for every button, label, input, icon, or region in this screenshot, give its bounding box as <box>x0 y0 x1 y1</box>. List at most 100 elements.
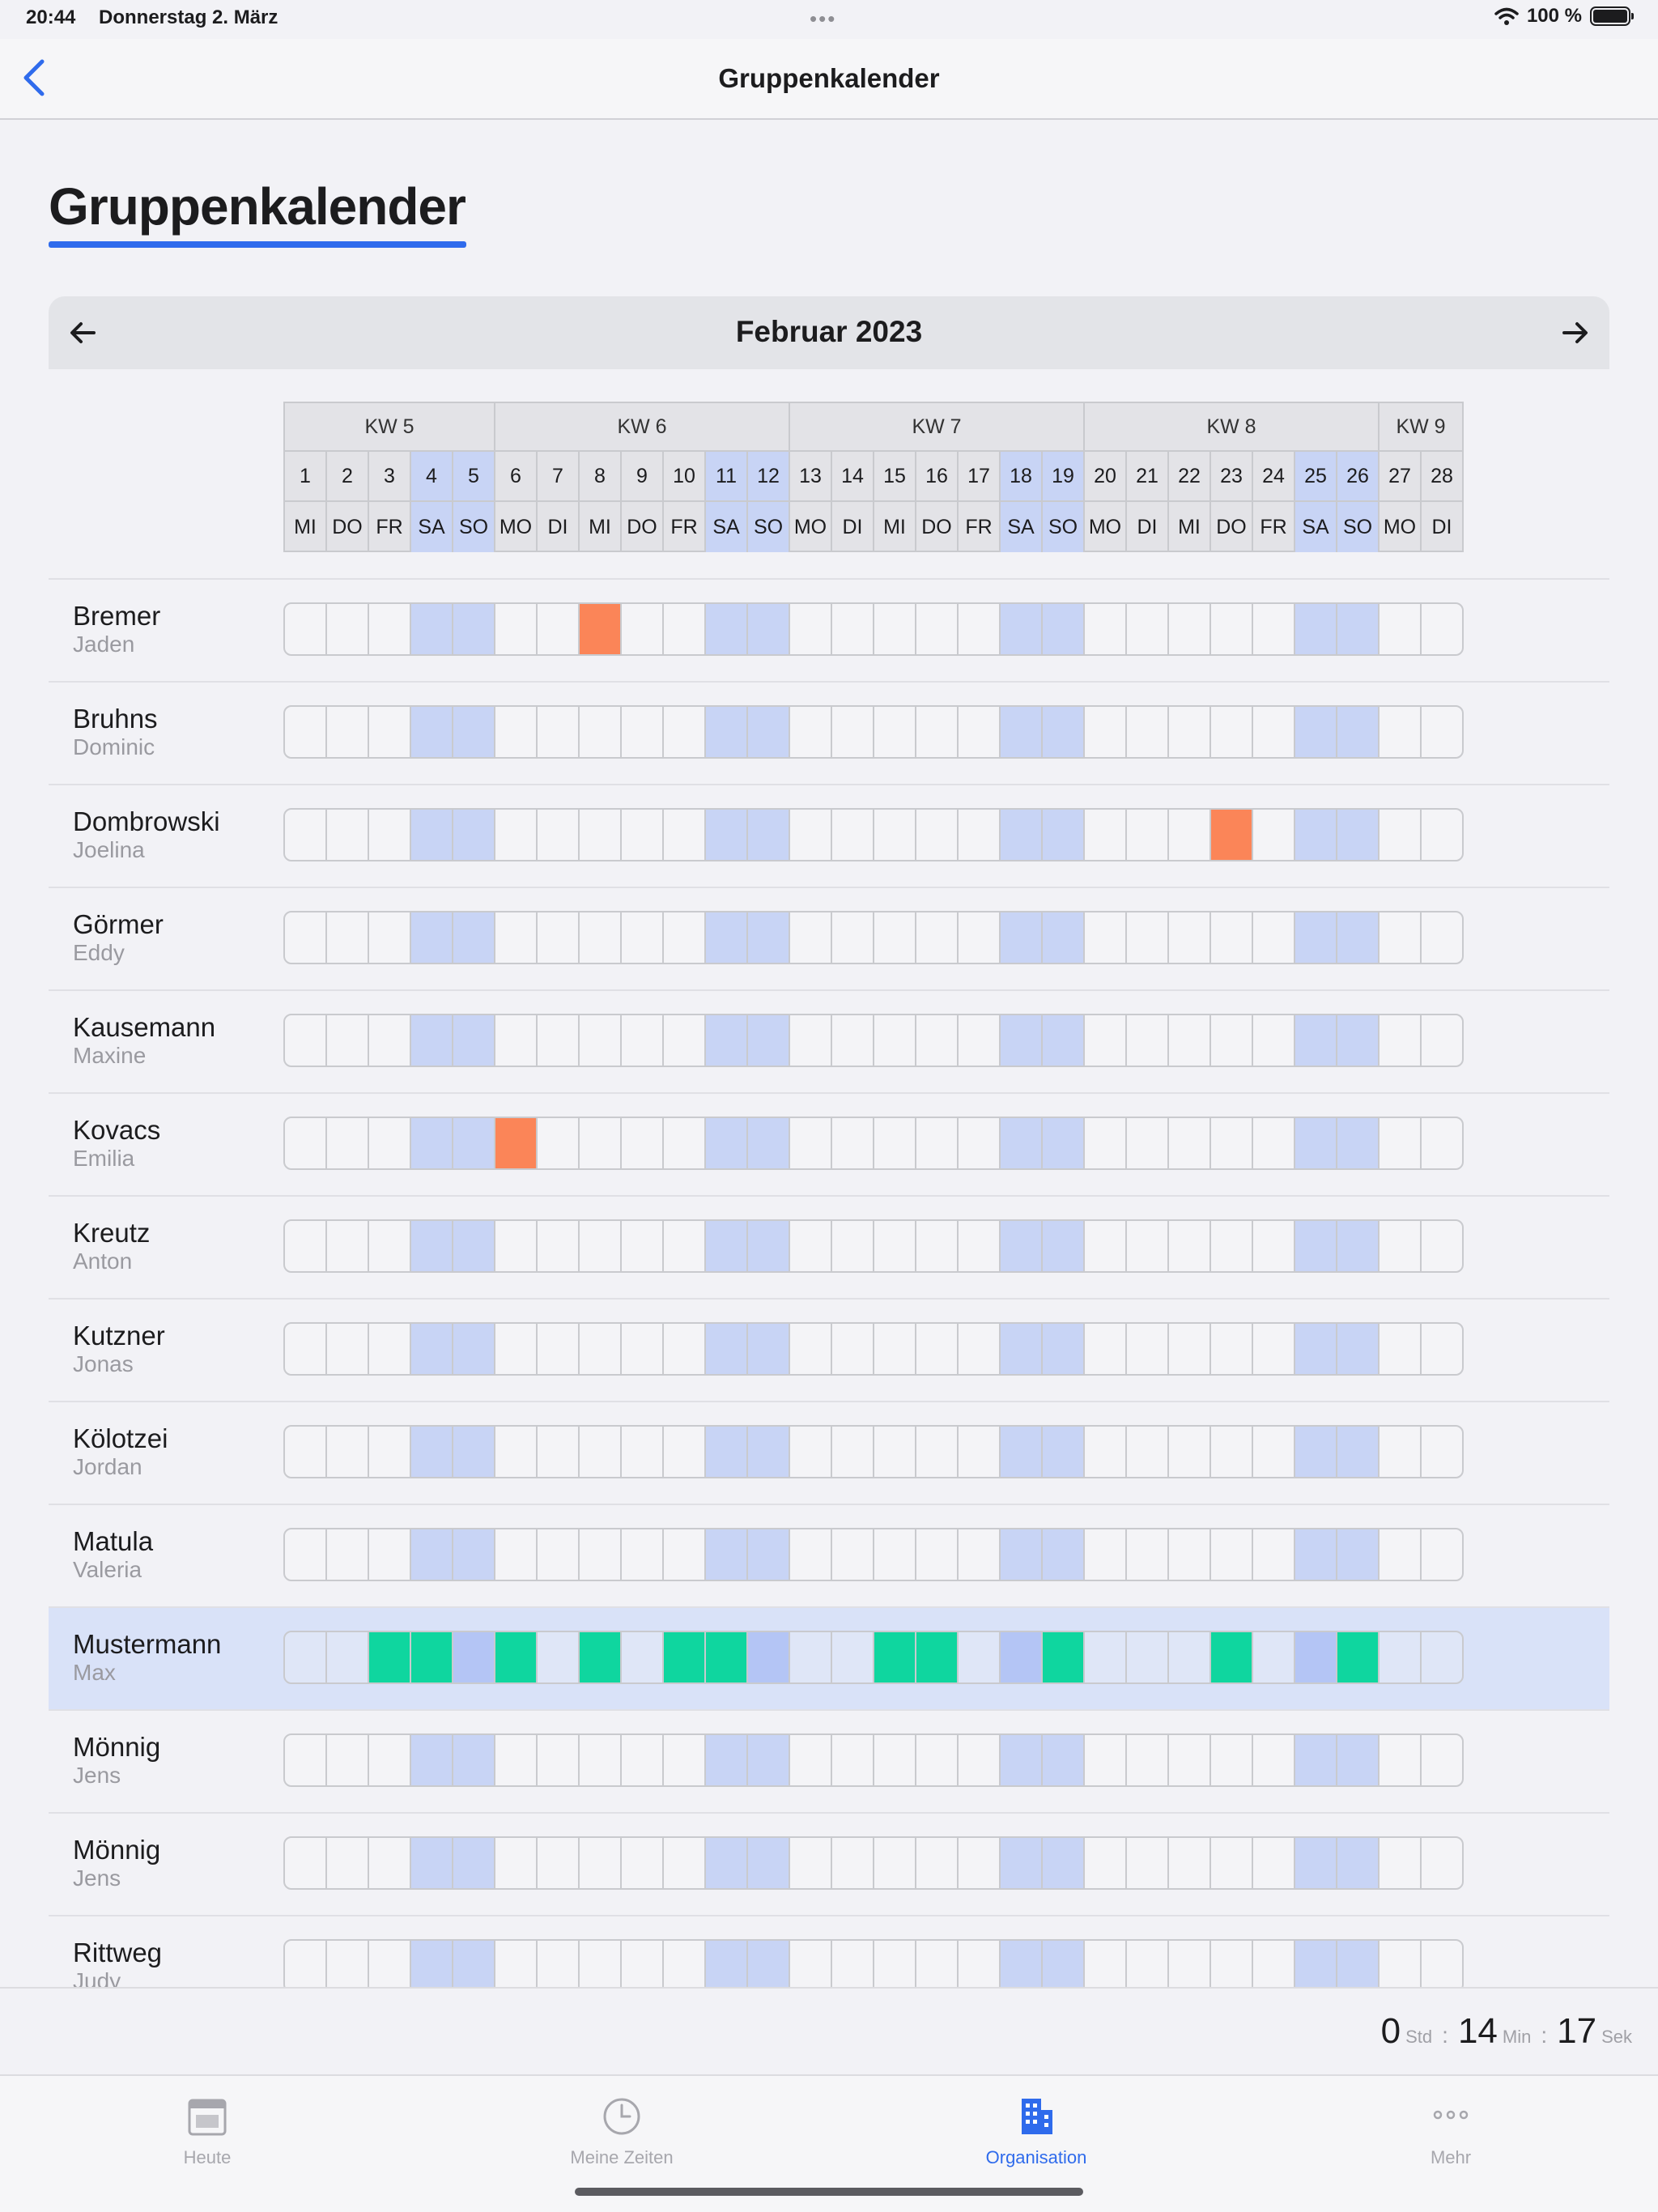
day-cell[interactable] <box>1253 912 1295 963</box>
day-cell[interactable] <box>622 1118 664 1168</box>
day-cell-weekend[interactable] <box>748 1015 790 1066</box>
day-cell[interactable] <box>959 1529 1001 1580</box>
day-cell[interactable] <box>1422 604 1462 654</box>
day-cell-weekend[interactable] <box>1043 1941 1085 1991</box>
day-cell[interactable] <box>495 912 538 963</box>
day-cell-present[interactable] <box>706 1632 748 1682</box>
day-cell[interactable] <box>874 1735 916 1785</box>
day-cell[interactable] <box>1169 1221 1211 1271</box>
employee-row[interactable]: Mönnig Jens <box>49 1812 1609 1915</box>
day-cell-weekend[interactable] <box>1043 1324 1085 1374</box>
day-cell[interactable] <box>1211 1221 1253 1271</box>
day-cell[interactable] <box>832 1118 874 1168</box>
day-cell-weekend[interactable] <box>411 1941 453 1991</box>
day-cell-weekend[interactable] <box>1337 1735 1380 1785</box>
day-cell[interactable] <box>285 1324 327 1374</box>
day-cell[interactable] <box>369 1015 411 1066</box>
day-cell[interactable] <box>369 810 411 860</box>
day-cell[interactable] <box>1380 1838 1422 1888</box>
day-cell-weekend[interactable] <box>706 1529 748 1580</box>
day-cell-weekend[interactable] <box>1043 1529 1085 1580</box>
day-cell-weekend[interactable] <box>1295 1735 1337 1785</box>
day-cell[interactable] <box>1380 1941 1422 1991</box>
day-cell[interactable] <box>664 1838 706 1888</box>
day-cell[interactable] <box>1380 1118 1422 1168</box>
day-cell[interactable] <box>1253 1941 1295 1991</box>
day-cell-weekend[interactable] <box>748 1632 790 1682</box>
day-cell-absent[interactable] <box>495 1118 538 1168</box>
day-cell[interactable] <box>538 1735 580 1785</box>
day-cell-weekend[interactable] <box>453 604 495 654</box>
day-cell-weekend[interactable] <box>453 1221 495 1271</box>
day-cell[interactable] <box>832 1735 874 1785</box>
day-cell[interactable] <box>538 1427 580 1477</box>
day-cell[interactable] <box>790 707 832 757</box>
day-cell[interactable] <box>495 1221 538 1271</box>
previous-month-arrow-icon[interactable] <box>63 313 104 353</box>
multitasking-dots-icon[interactable]: ••• <box>810 6 837 31</box>
day-cell-weekend[interactable] <box>1295 1941 1337 1991</box>
employee-row[interactable]: Bremer Jaden <box>49 578 1609 681</box>
day-cell[interactable] <box>1211 1838 1253 1888</box>
day-cell[interactable] <box>580 1529 622 1580</box>
day-cell[interactable] <box>1169 1735 1211 1785</box>
day-cell[interactable] <box>916 810 959 860</box>
day-cell[interactable] <box>622 1941 664 1991</box>
day-cell-weekend[interactable] <box>1001 912 1043 963</box>
day-cell-weekend[interactable] <box>1337 1221 1380 1271</box>
day-cell-weekend[interactable] <box>411 1015 453 1066</box>
day-cell[interactable] <box>1127 1632 1169 1682</box>
day-cell-weekend[interactable] <box>453 1015 495 1066</box>
day-cell[interactable] <box>1211 1015 1253 1066</box>
day-cell[interactable] <box>369 1221 411 1271</box>
day-cell[interactable] <box>832 1221 874 1271</box>
day-cell-absent[interactable] <box>1211 810 1253 860</box>
day-cell-present[interactable] <box>1337 1632 1380 1682</box>
day-cell-weekend[interactable] <box>1295 1838 1337 1888</box>
day-cell-weekend[interactable] <box>1043 1015 1085 1066</box>
day-cell[interactable] <box>1085 1941 1127 1991</box>
day-cell-weekend[interactable] <box>1295 1118 1337 1168</box>
day-cell[interactable] <box>285 604 327 654</box>
day-cell-weekend[interactable] <box>748 1735 790 1785</box>
day-cell[interactable] <box>285 707 327 757</box>
day-cell-present[interactable] <box>664 1632 706 1682</box>
day-cell[interactable] <box>1127 1735 1169 1785</box>
day-cell-weekend[interactable] <box>1001 810 1043 860</box>
day-cell[interactable] <box>832 1529 874 1580</box>
day-cell[interactable] <box>1085 1632 1127 1682</box>
day-cell[interactable] <box>622 1324 664 1374</box>
day-cell-weekend[interactable] <box>1337 1118 1380 1168</box>
day-cell[interactable] <box>369 604 411 654</box>
day-cell[interactable] <box>959 1838 1001 1888</box>
day-cell-absent[interactable] <box>580 604 622 654</box>
day-cell[interactable] <box>538 1529 580 1580</box>
day-cell[interactable] <box>874 1941 916 1991</box>
day-cell[interactable] <box>959 604 1001 654</box>
day-cell[interactable] <box>664 707 706 757</box>
day-cell[interactable] <box>327 810 369 860</box>
day-cell-weekend[interactable] <box>1001 604 1043 654</box>
day-cell[interactable] <box>495 1324 538 1374</box>
employee-row[interactable]: Kovacs Emilia <box>49 1092 1609 1195</box>
day-cell-weekend[interactable] <box>1043 1735 1085 1785</box>
day-cell-weekend[interactable] <box>748 1427 790 1477</box>
day-cell[interactable] <box>622 1221 664 1271</box>
day-cell-weekend[interactable] <box>411 1221 453 1271</box>
day-cell-weekend[interactable] <box>1337 1941 1380 1991</box>
day-cell-weekend[interactable] <box>1295 1427 1337 1477</box>
day-cell-present[interactable] <box>495 1632 538 1682</box>
day-cell[interactable] <box>1380 604 1422 654</box>
day-cell-weekend[interactable] <box>1295 912 1337 963</box>
day-cell[interactable] <box>832 912 874 963</box>
home-indicator[interactable] <box>575 2188 1083 2196</box>
day-cell[interactable] <box>664 1529 706 1580</box>
day-cell[interactable] <box>790 1324 832 1374</box>
day-cell[interactable] <box>664 604 706 654</box>
day-cell[interactable] <box>790 1735 832 1785</box>
day-cell-weekend[interactable] <box>748 912 790 963</box>
day-cell[interactable] <box>790 1529 832 1580</box>
day-cell[interactable] <box>580 810 622 860</box>
day-cell[interactable] <box>1253 1632 1295 1682</box>
day-cell[interactable] <box>874 810 916 860</box>
